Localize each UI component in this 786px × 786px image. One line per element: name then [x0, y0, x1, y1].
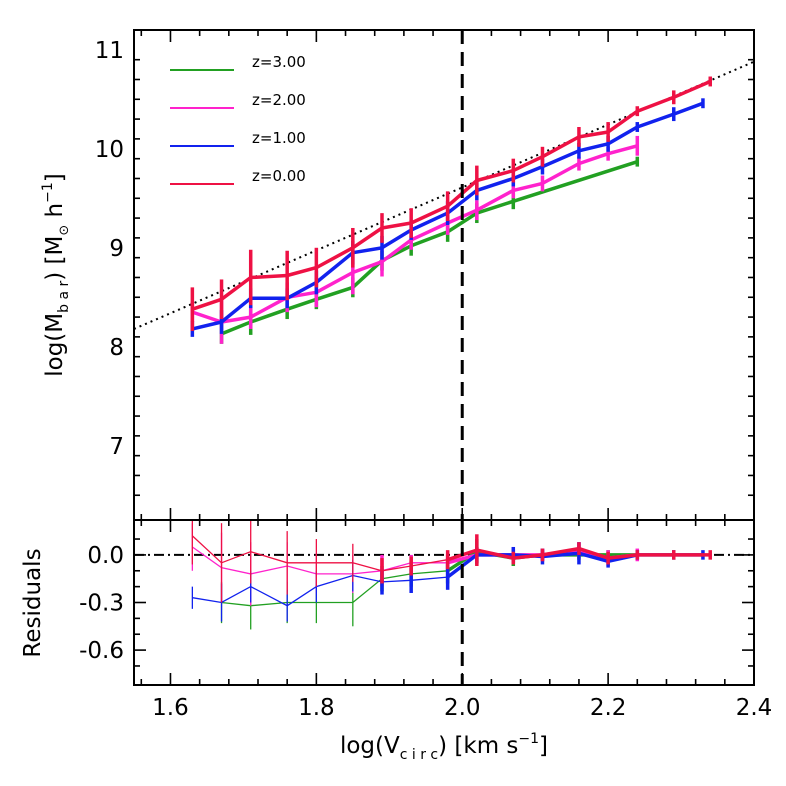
x-axis-label: log(Vc i r c) [km s−1]	[340, 731, 548, 763]
residual-line-thick-2	[446, 551, 703, 579]
x-tick-label: 2.4	[736, 695, 773, 721]
residuals-y-label: Residuals	[20, 548, 46, 657]
residual-line-thin-0	[221, 570, 448, 607]
main-plot-area	[134, 30, 754, 520]
residual-line-thick-3	[447, 546, 711, 562]
x-tick-label: 2.0	[444, 695, 481, 721]
x-tick-label: 1.6	[152, 695, 189, 721]
legend-label: z=1.00	[252, 129, 306, 147]
y-tick-label: 9	[109, 236, 124, 262]
residuals-plot-area	[134, 520, 754, 685]
series-line-0	[220, 160, 638, 336]
y-tick-label: -0.6	[79, 638, 124, 664]
y-tick-label: 11	[95, 38, 124, 64]
y-tick-label: 10	[95, 137, 124, 163]
residuals-panel: 1.6 1.8 2.0 2.2 2.4 0.0 -0.3 -0.6 Residuals log…	[20, 520, 772, 763]
legend: z=3.00 z=2.00 z=1.00 z=0.00	[170, 53, 306, 185]
y-tick-label: 7	[109, 434, 124, 460]
residuals-axes-frame	[133, 519, 755, 686]
y-tick-label: -0.3	[79, 591, 124, 617]
y-axis-label: log(Mb a r) [M⊙ h−1]	[40, 173, 72, 377]
x-tick-label: 1.8	[298, 695, 335, 721]
y-tick-label: 8	[109, 335, 124, 361]
fit-line	[134, 60, 754, 330]
residuals-ticks: 1.6 1.8 2.0 2.2 2.4 0.0 -0.3 -0.6	[79, 520, 772, 721]
residual-line-thin-1	[192, 546, 448, 575]
legend-label: z=3.00	[252, 53, 306, 71]
main-ticks: 7 8 9 10 11	[95, 30, 755, 520]
y-tick-label: 0.0	[87, 543, 124, 569]
series-line-3	[191, 79, 711, 311]
residual-line-thin-3	[191, 535, 448, 572]
legend-label: z=2.00	[252, 91, 306, 109]
legend-label: z=0.00	[252, 167, 306, 185]
main-panel: 7 8 9 10 11 z=3.00 z=2.00 z=1.00 z=0.00 log(Mb …	[40, 30, 755, 520]
x-tick-label: 2.2	[590, 695, 627, 721]
residual-line-thin-2	[192, 574, 448, 607]
